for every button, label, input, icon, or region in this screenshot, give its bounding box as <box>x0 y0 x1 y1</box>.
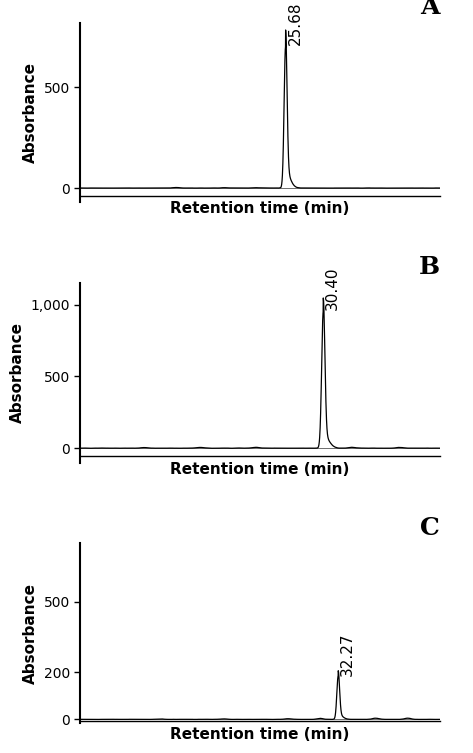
Y-axis label: Absorbance: Absorbance <box>10 322 25 423</box>
Text: 30.40: 30.40 <box>325 267 340 310</box>
X-axis label: Retention time (min): Retention time (min) <box>170 727 350 742</box>
Text: C: C <box>420 516 440 540</box>
Y-axis label: Absorbance: Absorbance <box>23 583 38 684</box>
Text: A: A <box>420 0 440 19</box>
X-axis label: Retention time (min): Retention time (min) <box>170 462 350 477</box>
Y-axis label: Absorbance: Absorbance <box>23 62 38 163</box>
Text: 25.68: 25.68 <box>288 2 303 45</box>
Text: B: B <box>419 255 440 279</box>
Text: 32.27: 32.27 <box>340 632 355 675</box>
X-axis label: Retention time (min): Retention time (min) <box>170 201 350 216</box>
